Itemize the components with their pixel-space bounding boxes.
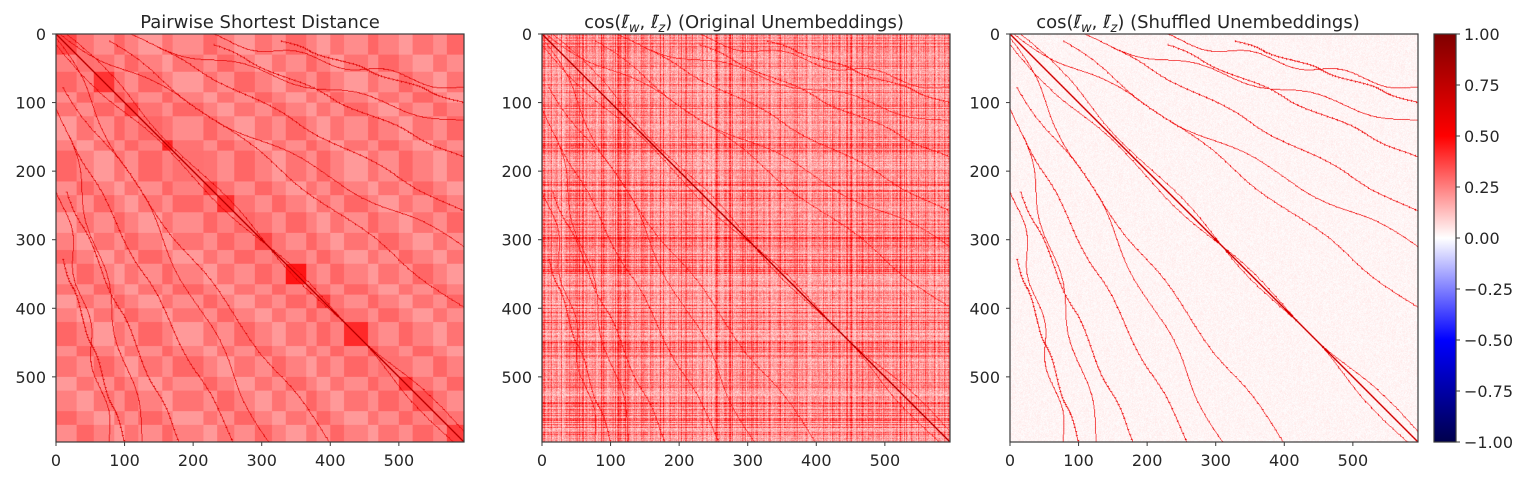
title-part: ℓ̄ bbox=[1073, 12, 1082, 33]
y-tick-label: 200 bbox=[15, 162, 46, 181]
colorbar-ticks: 1.00 0.75 0.50 0.25 0.00 −0.25 −0.50 −0.75 −1.00 bbox=[1456, 25, 1513, 452]
x-tick-label: 0 bbox=[1005, 451, 1015, 470]
title-part: ) (Shuffled Unembeddings) bbox=[1117, 12, 1359, 33]
panel-title-original: cos(ℓ̄w, ℓ̄z) (Original Unembeddings) bbox=[584, 12, 904, 36]
y-tick-label: 100 bbox=[501, 94, 532, 113]
title-part: ℓ̄ bbox=[650, 12, 659, 33]
y-tick-label: 0 bbox=[990, 25, 1000, 44]
title-part: w bbox=[1081, 21, 1092, 36]
x-tick-label: 100 bbox=[1063, 451, 1094, 470]
axes-frame bbox=[1009, 33, 1419, 443]
x-tick-label: 400 bbox=[315, 451, 346, 470]
x-tick-label: 500 bbox=[870, 451, 901, 470]
axis-ticks-pairwise: 0 100 200 300 400 500 0 100 200 300 400 500 bbox=[15, 25, 414, 470]
x-tick-label: 500 bbox=[1338, 451, 1369, 470]
x-tick-label: 300 bbox=[246, 451, 277, 470]
title-part: cos( bbox=[1036, 12, 1073, 33]
y-tick-label: 400 bbox=[15, 299, 46, 318]
x-tick-label: 300 bbox=[732, 451, 763, 470]
y-tick-label: 300 bbox=[501, 231, 532, 250]
title-part: w bbox=[629, 21, 640, 36]
title-part: ) (Original Unembeddings) bbox=[665, 12, 904, 33]
y-tick-label: 400 bbox=[501, 299, 532, 318]
axes-frame bbox=[55, 33, 465, 443]
title-part: cos( bbox=[584, 12, 621, 33]
colorbar-tick-label: −1.00 bbox=[1464, 433, 1513, 452]
title-part: ℓ̄ bbox=[1102, 12, 1111, 33]
x-tick-label: 300 bbox=[1200, 451, 1231, 470]
panel-title-shuffled: cos(ℓ̄w, ℓ̄z) (Shuffled Unembeddings) bbox=[1036, 12, 1360, 36]
y-tick-label: 500 bbox=[501, 368, 532, 387]
colorbar-tick-label: 0.25 bbox=[1464, 178, 1500, 197]
y-tick-label: 0 bbox=[36, 25, 46, 44]
colorbar-tick-label: 0.75 bbox=[1464, 76, 1500, 95]
title-part: , bbox=[1092, 12, 1103, 33]
panel-pairwise-distance: Pairwise Shortest Distance 0 100 200 300 400… bbox=[15, 12, 465, 470]
colorbar: 1.00 0.75 0.50 0.25 0.00 −0.25 −0.50 −0.75 −1.00 bbox=[1433, 25, 1513, 452]
y-tick-label: 100 bbox=[15, 94, 46, 113]
colorbar-tick-label: −0.25 bbox=[1464, 280, 1513, 299]
y-tick-label: 300 bbox=[15, 231, 46, 250]
x-tick-label: 200 bbox=[1132, 451, 1163, 470]
x-tick-label: 100 bbox=[595, 451, 626, 470]
x-tick-label: 0 bbox=[537, 451, 547, 470]
heatmap-canvas bbox=[1010, 34, 1418, 442]
x-tick-label: 200 bbox=[664, 451, 695, 470]
heatmap-canvas bbox=[542, 34, 950, 442]
y-tick-label: 300 bbox=[969, 231, 1000, 250]
heatmap-canvas bbox=[56, 34, 464, 442]
y-tick-label: 200 bbox=[969, 162, 1000, 181]
colorbar-tick-label: −0.75 bbox=[1464, 382, 1513, 401]
x-tick-label: 400 bbox=[801, 451, 832, 470]
title-part: z bbox=[657, 21, 666, 36]
x-tick-label: 200 bbox=[178, 451, 209, 470]
heatmap-original-unembeddings bbox=[542, 34, 950, 442]
colorbar-tick-label: −0.50 bbox=[1464, 331, 1513, 350]
x-tick-label: 0 bbox=[51, 451, 61, 470]
x-tick-label: 100 bbox=[109, 451, 140, 470]
title-part: ℓ̄ bbox=[620, 12, 629, 33]
x-tick-label: 500 bbox=[384, 451, 415, 470]
y-tick-label: 400 bbox=[969, 299, 1000, 318]
y-tick-label: 100 bbox=[969, 94, 1000, 113]
heatmap-pairwise-distance bbox=[56, 34, 464, 442]
title-part: , bbox=[639, 12, 650, 33]
axis-ticks-original: 0 100 200 300 400 500 0 100 200 300 400 500 bbox=[501, 25, 900, 470]
y-tick-label: 500 bbox=[15, 368, 46, 387]
y-tick-label: 0 bbox=[522, 25, 532, 44]
colorbar-gradient bbox=[1434, 34, 1456, 442]
panel-title-pairwise-distance: Pairwise Shortest Distance bbox=[140, 12, 380, 33]
heatmap-shuffled-unembeddings bbox=[1010, 34, 1418, 442]
colorbar-tick-label: 0.00 bbox=[1464, 229, 1500, 248]
title-part: z bbox=[1110, 21, 1119, 36]
axis-ticks-shuffled: 0 100 200 300 400 500 0 100 200 300 400 500 bbox=[969, 25, 1368, 470]
y-tick-label: 500 bbox=[969, 368, 1000, 387]
y-tick-label: 200 bbox=[501, 162, 532, 181]
colorbar-tick-label: 0.50 bbox=[1464, 127, 1500, 146]
colorbar-tick-label: 1.00 bbox=[1464, 25, 1500, 44]
axes-frame bbox=[541, 33, 951, 443]
x-tick-label: 400 bbox=[1269, 451, 1300, 470]
